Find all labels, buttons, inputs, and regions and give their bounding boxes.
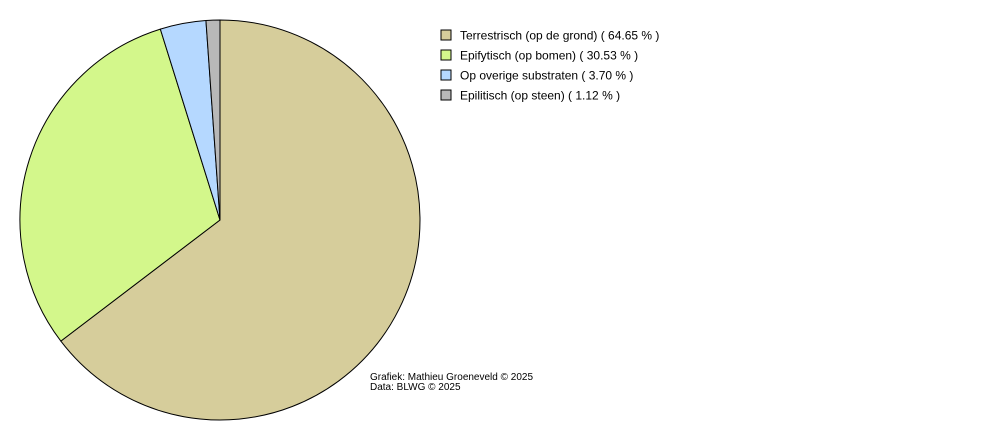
credits: Grafiek: Mathieu Groeneveld © 2025 Data:…: [370, 372, 533, 393]
legend-item-epilitisch-op-steen: Epilitisch (op steen) ( 1.12 % ): [440, 89, 620, 103]
legend-item-op-overige-substraten: Op overige substraten ( 3.70 % ): [440, 69, 633, 83]
credit-data-source: Data: BLWG © 2025: [370, 382, 461, 393]
legend-swatch: [440, 89, 452, 101]
credit-author: Grafiek: Mathieu Groeneveld © 2025: [370, 372, 533, 383]
pie-slice-terrestrisch-op-de-grond: [60, 19, 421, 421]
legend-swatch: [440, 69, 452, 81]
legend-label: Epilitisch (op steen) ( 1.12 % ): [460, 89, 620, 103]
pie-slice-epifytisch-op-bomen: [19, 28, 221, 342]
legend-swatch: [440, 49, 452, 61]
legend: Terrestrisch (op de grond) ( 64.65 % ) Ep…: [440, 29, 659, 103]
legend-item-terrestrisch-op-de-grond: Terrestrisch (op de grond) ( 64.65 % ): [440, 29, 659, 43]
pie-slice-epilitisch-op-steen: [205, 19, 221, 221]
legend-label: Op overige substraten ( 3.70 % ): [460, 69, 633, 83]
legend-item-epifytisch-op-bomen: Epifytisch (op bomen) ( 30.53 % ): [440, 49, 638, 63]
legend-swatch: [440, 29, 452, 41]
legend-label: Epifytisch (op bomen) ( 30.53 % ): [460, 49, 638, 63]
legend-label: Terrestrisch (op de grond) ( 64.65 % ): [460, 29, 659, 43]
pie-slices: [19, 19, 421, 421]
